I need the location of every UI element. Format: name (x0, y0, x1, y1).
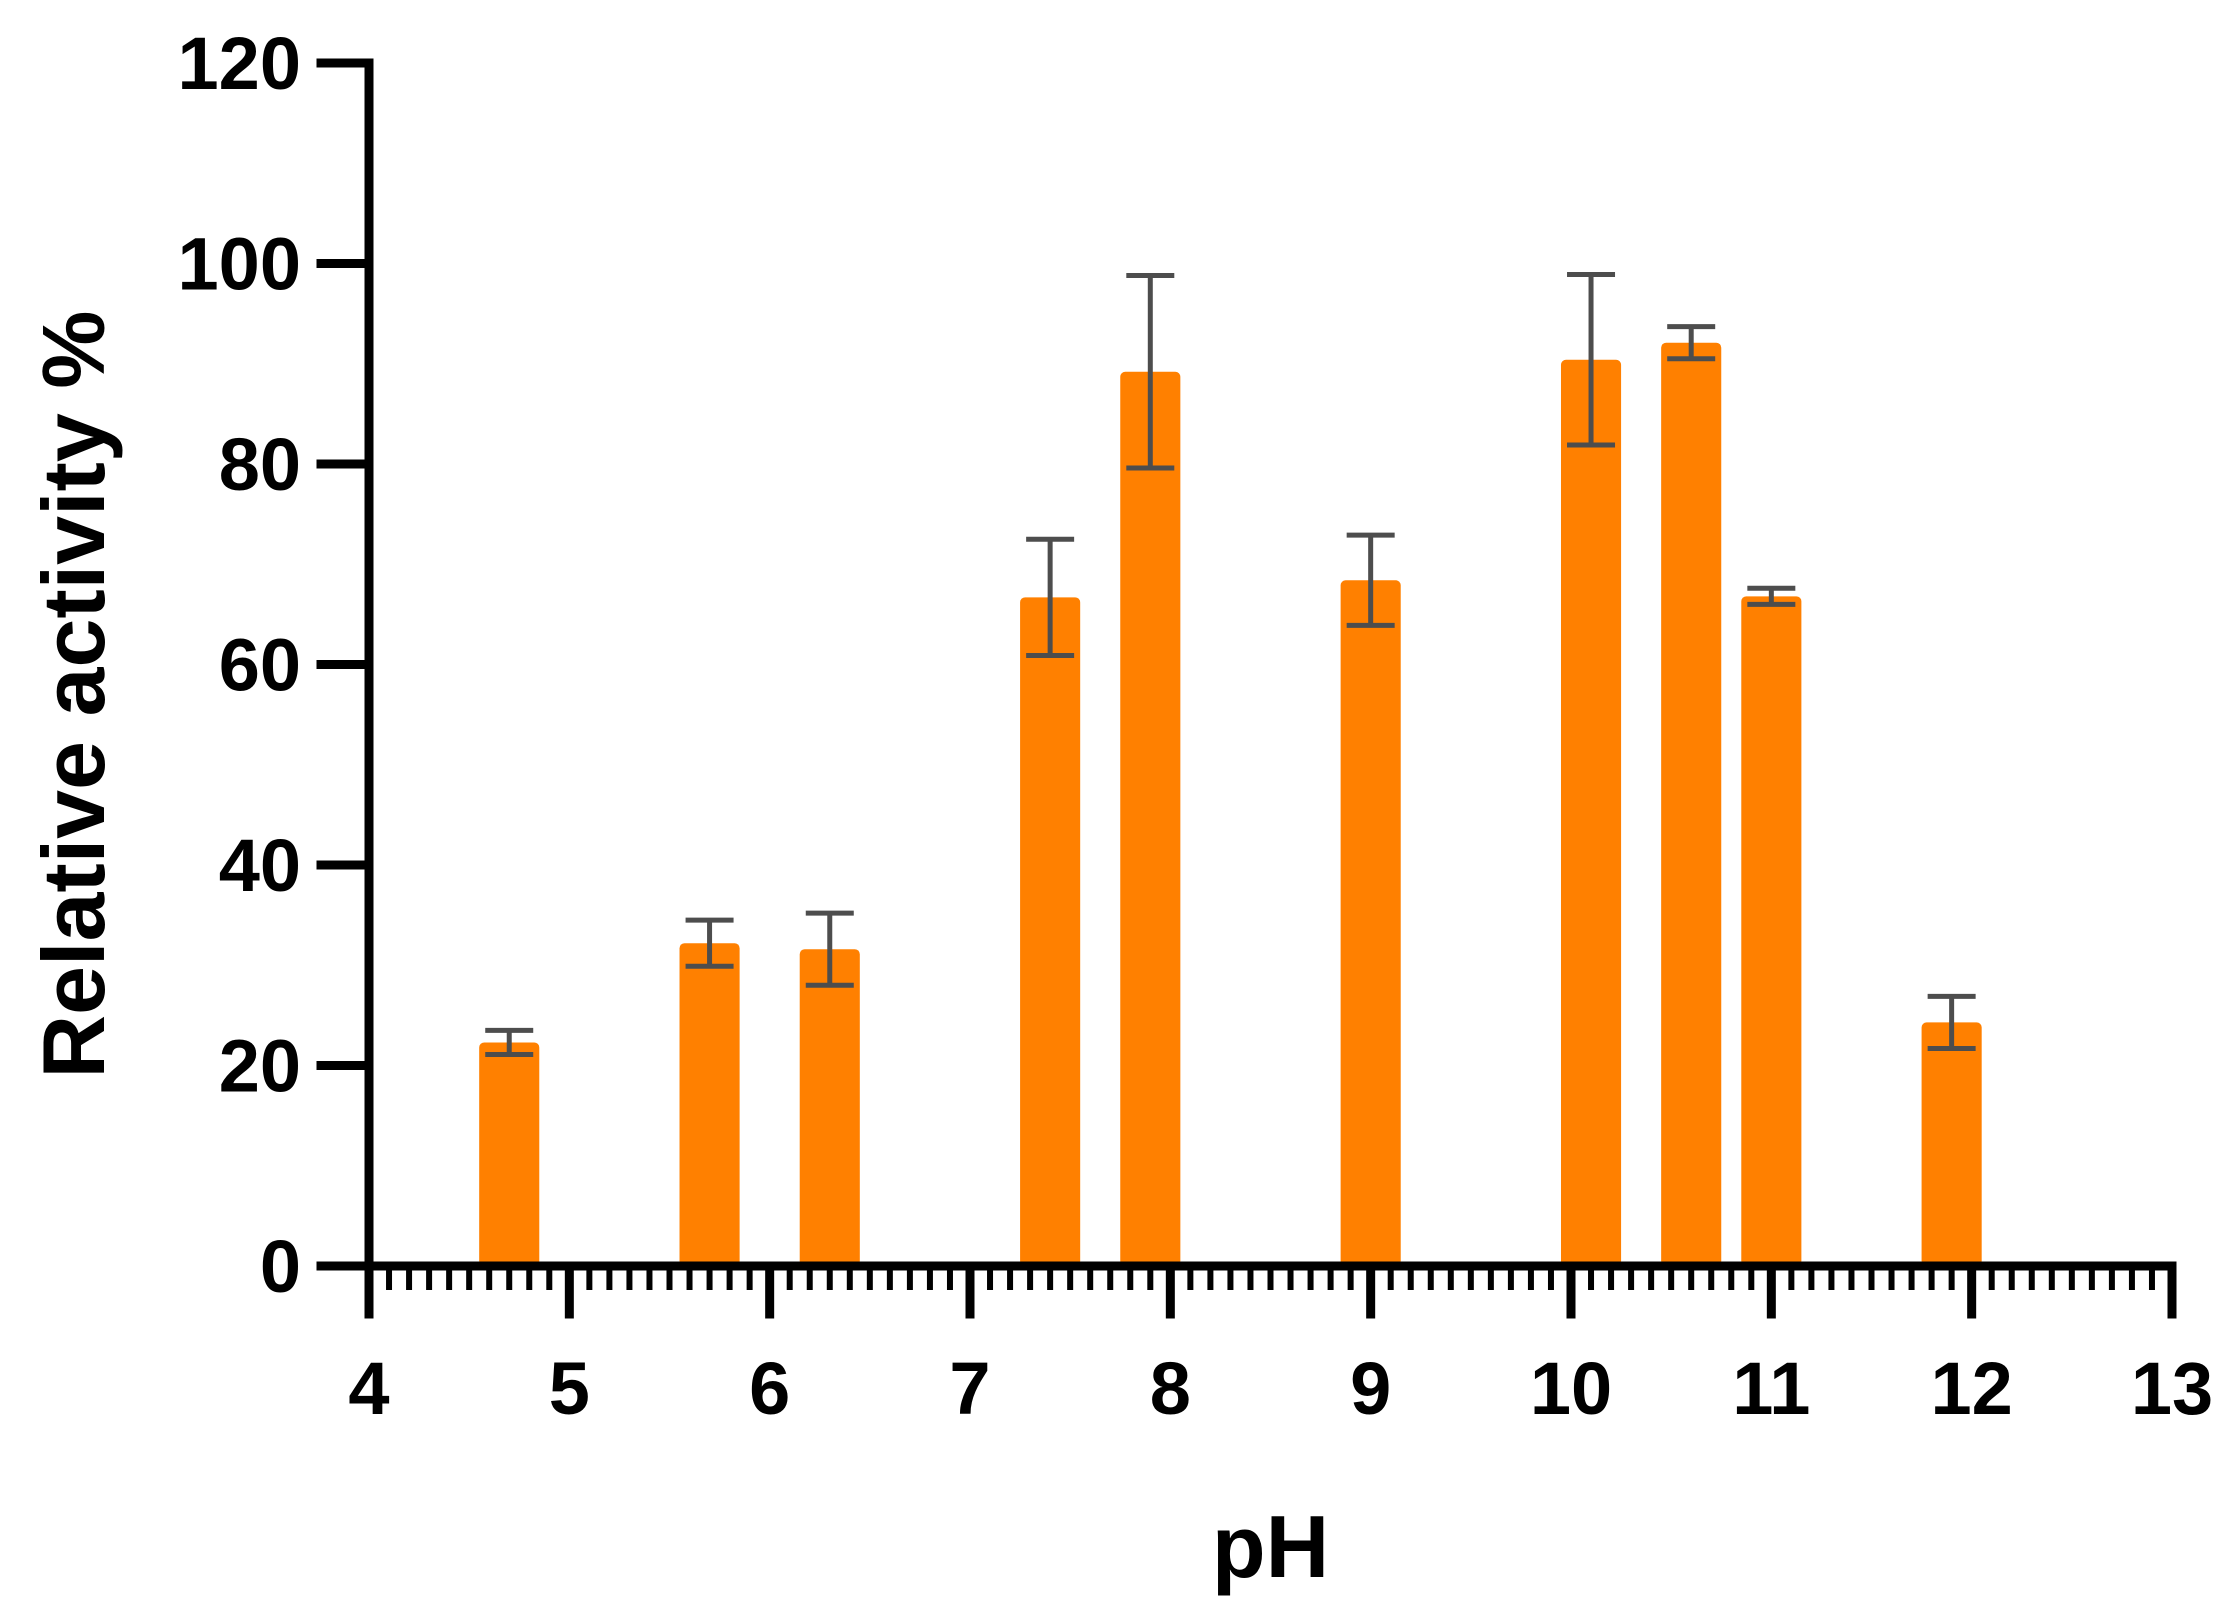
bar (799, 949, 860, 1266)
x-tick-label: 7 (949, 1347, 990, 1430)
x-axis-title: pH (1212, 1497, 1329, 1596)
bar (1661, 342, 1722, 1266)
y-tick-label: 60 (219, 624, 301, 707)
y-tick-label: 80 (219, 423, 301, 506)
y-axis-title: Relative activity % (24, 311, 123, 1079)
y-tick-label: 40 (219, 824, 301, 907)
bar (1921, 1022, 1982, 1266)
axes-layer (316, 58, 2177, 1319)
bars-layer (479, 342, 1982, 1266)
x-tick-label: 10 (1530, 1347, 1612, 1430)
x-tick-label: 13 (2131, 1347, 2213, 1430)
y-tick-label: 120 (178, 22, 301, 105)
x-tick-label: 6 (749, 1347, 790, 1430)
x-tick-label: 8 (1150, 1347, 1191, 1430)
bar (1560, 359, 1622, 1266)
y-tick-label: 100 (178, 223, 301, 306)
bar (1120, 371, 1181, 1266)
x-tick-label: 12 (1931, 1347, 2013, 1430)
x-tick-label: 9 (1350, 1347, 1391, 1430)
bar (1020, 597, 1081, 1266)
error-bars-layer (485, 272, 1976, 1057)
x-tick-label: 5 (549, 1347, 590, 1430)
bar (479, 1042, 540, 1266)
bar (679, 943, 740, 1266)
bar (1340, 580, 1401, 1266)
x-tick-label: 4 (348, 1347, 389, 1430)
x-tick-label: 11 (1732, 1347, 1810, 1430)
labels-layer: 0 20 40 60 80 100 120 4 5 6 7 8 9 10 11 12 13 (178, 22, 2214, 1430)
y-tick-label: 20 (219, 1025, 301, 1108)
bar (1741, 596, 1802, 1266)
y-tick-label: 0 (260, 1225, 301, 1308)
